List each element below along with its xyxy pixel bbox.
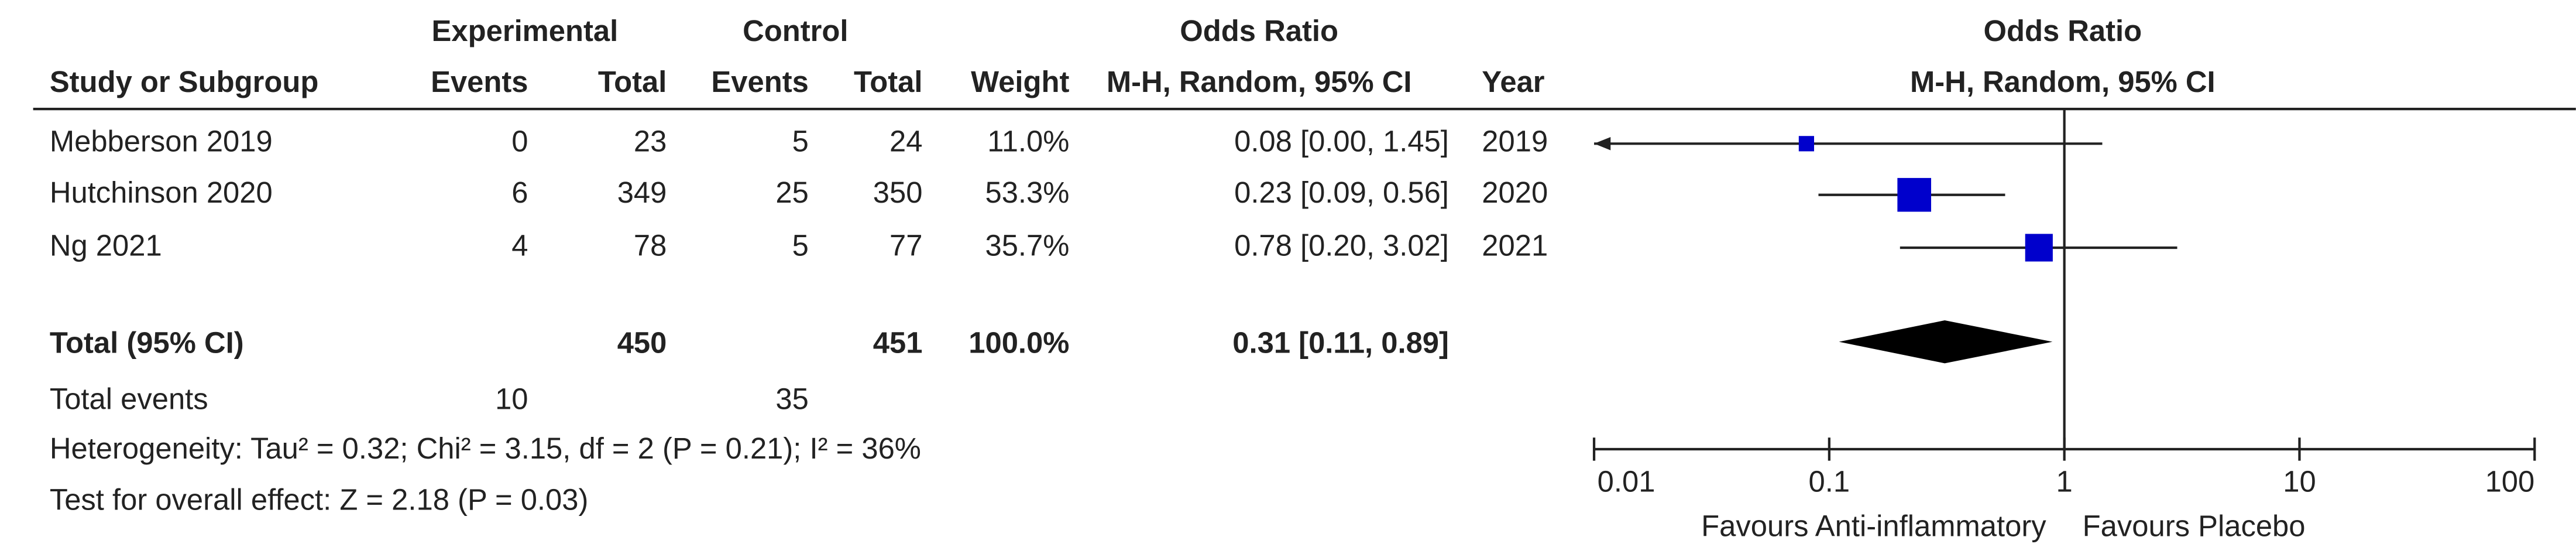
estimate: 0.23 [0.09, 0.56] xyxy=(1234,176,1449,209)
exp-events: 0 xyxy=(511,125,528,158)
x-tick-label: 100 xyxy=(2485,465,2535,498)
x-tick-label: 0.1 xyxy=(1809,465,1850,498)
year: 2019 xyxy=(1482,125,1548,158)
column-header: Events xyxy=(711,65,808,98)
study-box xyxy=(1798,136,1815,152)
estimate: 0.78 [0.20, 3.02] xyxy=(1234,228,1449,262)
ctrl-total: 77 xyxy=(889,228,922,262)
column-header: Events xyxy=(431,65,528,98)
study-box xyxy=(2025,234,2053,262)
total-events-label: Total events xyxy=(50,382,208,416)
group-header: Experimental xyxy=(432,14,619,47)
weight: 53.3% xyxy=(985,176,1069,209)
total-weight: 100.0% xyxy=(968,326,1069,360)
overall-effect: Test for overall effect: Z = 2.18 (P = 0… xyxy=(50,483,589,517)
weight: 11.0% xyxy=(987,125,1069,158)
study-name: Hutchinson 2020 xyxy=(50,176,273,209)
column-header: Weight xyxy=(971,65,1069,98)
exp-events: 6 xyxy=(511,176,528,209)
exp-total: 23 xyxy=(634,125,667,158)
column-header: Study or Subgroup xyxy=(50,65,319,98)
year: 2021 xyxy=(1482,228,1548,262)
study-name: Ng 2021 xyxy=(50,228,162,262)
ci-arrow xyxy=(1594,137,1611,151)
plot-subtitle: M-H, Random, 95% CI xyxy=(1910,65,2216,98)
weight: 35.7% xyxy=(985,228,1069,262)
x-tick-label: 10 xyxy=(2283,465,2316,498)
group-header: Odds Ratio xyxy=(1983,14,2142,47)
estimate: 0.08 [0.00, 1.45] xyxy=(1234,125,1449,158)
total-exp: 450 xyxy=(617,326,667,360)
exp-total: 349 xyxy=(617,176,667,209)
x-tick-label: 0.01 xyxy=(1598,465,1655,498)
column-header: Total xyxy=(598,65,667,98)
year: 2020 xyxy=(1482,176,1548,209)
ctrl-events: 5 xyxy=(792,125,809,158)
total-events-exp: 10 xyxy=(495,382,528,416)
heterogeneity: Heterogeneity: Tau² = 0.32; Chi² = 3.15,… xyxy=(50,432,921,465)
exp-total: 78 xyxy=(634,228,667,262)
group-header: Control xyxy=(743,14,848,47)
ctrl-events: 5 xyxy=(792,228,809,262)
ctrl-events: 25 xyxy=(775,176,808,209)
total-label: Total (95% CI) xyxy=(50,326,244,360)
column-header: Year xyxy=(1482,65,1544,98)
study-box xyxy=(1897,177,1932,212)
x-label-right: Favours Placebo xyxy=(2083,509,2306,543)
total-events-ctrl: 35 xyxy=(775,382,808,416)
ctrl-total: 24 xyxy=(889,125,922,158)
column-header: M-H, Random, 95% CI xyxy=(1107,65,1412,98)
total-estimate: 0.31 [0.11, 0.89] xyxy=(1232,326,1449,360)
exp-events: 4 xyxy=(511,228,528,262)
ctrl-total: 350 xyxy=(873,176,923,209)
total-diamond xyxy=(1839,320,2053,364)
group-header: Odds Ratio xyxy=(1180,14,1338,47)
x-label-left: Favours Anti-inflammatory xyxy=(1701,509,2046,543)
column-header: Total xyxy=(854,65,922,98)
x-tick-label: 1 xyxy=(2056,465,2073,498)
total-ctrl: 451 xyxy=(873,326,923,360)
study-name: Mebberson 2019 xyxy=(50,125,273,158)
